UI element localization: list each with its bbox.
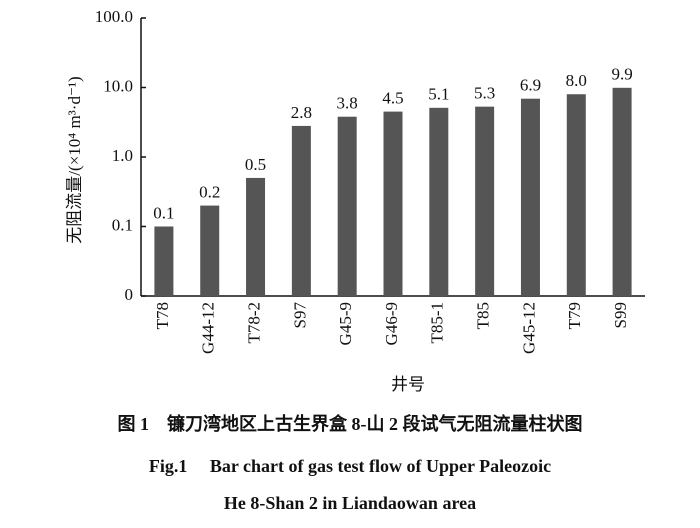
bar (429, 107, 449, 296)
bar (246, 177, 266, 296)
bar (475, 106, 495, 296)
x-tick-label: T78-2 (244, 302, 263, 344)
value-label: 4.5 (382, 89, 403, 108)
bar (200, 205, 220, 296)
x-tick-label: G46-9 (382, 302, 401, 345)
bar (154, 226, 174, 296)
x-tick-label: G44-12 (199, 302, 218, 354)
bar (337, 116, 357, 296)
y-tick-label: 0 (125, 285, 134, 304)
value-label: 8.0 (566, 71, 587, 90)
x-tick-label: T78 (153, 302, 172, 329)
caption-en: He 8-Shan 2 in Liandaowan area (224, 493, 476, 513)
bar (291, 125, 311, 296)
value-label: 3.8 (337, 94, 358, 113)
y-tick-label: 1.0 (112, 146, 133, 165)
y-tick-label: 100.0 (95, 7, 133, 26)
caption-en: Fig.1 Bar chart of gas test flow of Uppe… (149, 456, 551, 476)
value-label: 0.2 (199, 182, 220, 201)
value-label: 9.9 (611, 65, 632, 84)
bar (383, 111, 403, 296)
bar (612, 87, 632, 297)
value-label: 2.8 (291, 103, 312, 122)
bar (566, 94, 586, 296)
x-tick-label: T79 (565, 302, 584, 329)
bar (520, 98, 540, 297)
y-tick-label: 10.0 (103, 76, 133, 95)
value-label: 0.5 (245, 155, 266, 174)
value-label: 5.1 (428, 85, 449, 104)
value-label: 5.3 (474, 84, 495, 103)
x-tick-label: T85-1 (428, 302, 447, 344)
y-axis-label: 无阻流量/(×10⁴ m³·d⁻¹) (65, 76, 84, 243)
value-label: 0.1 (153, 203, 174, 222)
x-axis-label: 井号 (391, 375, 425, 394)
x-tick-label: S99 (611, 302, 630, 328)
x-tick-label: G45-9 (336, 302, 355, 345)
value-label: 6.9 (520, 76, 541, 95)
x-tick-label: S97 (290, 302, 309, 329)
x-tick-label: T85 (474, 302, 493, 329)
x-tick-label: G45-12 (519, 302, 538, 354)
y-tick-label: 0.1 (112, 215, 133, 234)
caption-cn: 图 1 镰刀湾地区上古生界盒 8-山 2 段试气无阻流量柱状图 (118, 413, 583, 434)
